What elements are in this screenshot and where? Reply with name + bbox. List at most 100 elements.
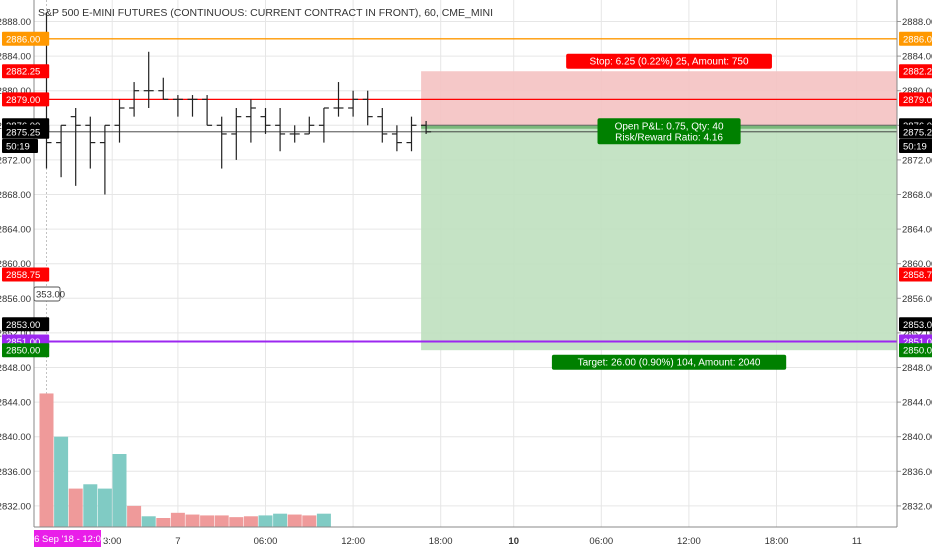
x-tick-label: 06:00	[254, 536, 278, 547]
price-series	[41, 12, 432, 195]
y-tick-label-right: 2872.00	[902, 155, 932, 166]
price-label-left: 2850.00	[2, 343, 50, 358]
price-label-right-bg	[899, 64, 932, 79]
y-tick-label-left: 2856.00	[0, 294, 31, 305]
price-label-left-text: 2879.00	[6, 95, 40, 106]
y-tick-label-right: 2856.00	[902, 294, 932, 305]
y-tick-label-left: 2852.00	[0, 328, 31, 339]
price-label-right: 50:19	[899, 139, 932, 154]
y-tick-label-left: 2884.00	[0, 52, 31, 63]
volume-bar	[200, 515, 215, 527]
ohlc-bar	[202, 95, 213, 126]
cursor-value-box: 353.00	[33, 286, 65, 302]
price-label-left-text: 2886.00	[6, 34, 40, 45]
price-label-right: 2853.00	[899, 317, 932, 332]
price-label-left-text: 2882.25	[6, 67, 40, 78]
price-label-right: 2875.25	[899, 124, 932, 139]
price-label-left-text: 2853.00	[6, 320, 40, 331]
price-label-right-bg	[899, 139, 932, 154]
ohlc-bar	[231, 108, 242, 160]
y-tick-label-right: 2836.00	[902, 467, 932, 478]
ohlc-bar	[187, 95, 198, 117]
ohlc-bar	[406, 116, 417, 152]
ohlc-bar	[70, 108, 81, 186]
ohlc-bar	[99, 124, 110, 195]
volume-bar	[258, 515, 273, 527]
price-label-right-bg	[899, 317, 932, 332]
ohlc-bar	[216, 116, 227, 169]
price-label-left-bg	[2, 343, 50, 358]
x-tick-label: 7	[175, 536, 180, 547]
y-tick-label-left: 2848.00	[0, 363, 31, 374]
price-label-right-bg	[899, 124, 932, 139]
x-tick-label: 3:00	[103, 536, 122, 547]
price-label-right-text: 2851.00	[903, 337, 932, 348]
price-label-right-text: 50:19	[903, 142, 927, 153]
price-label-left: 2882.25	[2, 64, 50, 79]
ohlc-bar	[275, 108, 286, 152]
x-tick-label: 10	[508, 536, 519, 547]
cursor-value-box-bg	[33, 286, 61, 302]
ohlc-bar	[391, 125, 402, 152]
price-label-right-bg	[899, 31, 932, 46]
price-label-right: 2886.00	[899, 31, 932, 46]
price-label-right: 2850.00	[899, 343, 932, 358]
price-label-left-text: 2851.00	[6, 337, 40, 348]
pnl-label-text: Open P&L: 0.75, Qty: 40	[615, 121, 724, 132]
target-label-bg	[551, 354, 787, 370]
volume-bar	[302, 515, 317, 527]
y-tick-label-right: 2884.00	[902, 52, 932, 63]
volume-bar	[127, 505, 142, 527]
x-tick-label: 06:00	[589, 536, 613, 547]
target-label-text: Target: 26.00 (0.90%) 104, Amount: 2040	[578, 358, 761, 369]
y-tick-label-left: 2840.00	[0, 432, 31, 443]
ohlc-bar	[421, 120, 432, 134]
price-label-right-text: 2875.25	[903, 127, 932, 138]
reward-zone	[421, 125, 897, 351]
ohlc-bar	[362, 90, 373, 126]
ohlc-bar	[377, 108, 388, 143]
price-label-right-bg	[899, 343, 932, 358]
price-label-right: 2858.75	[899, 267, 932, 282]
y-tick-label-right: 2888.00	[902, 17, 932, 28]
price-label-right-text: 2882.25	[903, 67, 932, 78]
price-label-left-text: 2858.75	[6, 270, 40, 281]
x-tick-label: 18:00	[429, 536, 453, 547]
price-label-left: 50:19	[2, 139, 38, 154]
ohlc-bar	[333, 82, 344, 117]
chart-title: S&P 500 E-MINI FUTURES (CONTINUOUS: CURR…	[38, 7, 493, 19]
y-tick-label-left: 2864.00	[0, 225, 31, 236]
x-tick-label: 12:00	[677, 536, 701, 547]
cursor-value-box-text: 353.00	[36, 289, 65, 300]
volume-bar	[185, 514, 200, 527]
y-tick-label-left: 2844.00	[0, 398, 31, 409]
price-label-right: 2882.25	[899, 64, 932, 79]
price-label-left: 2853.00	[2, 317, 50, 332]
y-tick-label-left: 2860.00	[0, 259, 31, 270]
position-tool[interactable]	[421, 71, 897, 351]
y-tick-label-left: 2836.00	[0, 467, 31, 478]
x-tick-label: 11	[852, 536, 862, 547]
ohlc-bar	[129, 82, 140, 117]
volume-bar	[243, 516, 258, 527]
ohlc-bar	[85, 116, 96, 169]
ohlc-bar	[158, 77, 169, 100]
price-label-left-bg	[2, 124, 50, 139]
price-label-left-bg	[2, 31, 50, 46]
volume-bar	[316, 513, 331, 527]
volume-bar	[156, 518, 171, 527]
labels: 2886.00 2886.00 2882.25 2882.25 2879.00 2879.…	[2, 31, 932, 547]
y-tick-label-left: 2888.00	[0, 17, 31, 28]
x-cursor-label-text: 06 Sep '18 - 12:00	[29, 534, 106, 545]
y-tick-label-left: 2872.00	[0, 155, 31, 166]
ohlc-bar	[348, 90, 359, 117]
volume-bar	[83, 484, 98, 527]
price-label-left-text: 2850.00	[6, 346, 40, 357]
y-tick-label-right: 2868.00	[902, 190, 932, 201]
target-label: Target: 26.00 (0.90%) 104, Amount: 2040	[551, 354, 787, 370]
horizontal-lines[interactable]	[34, 38, 897, 343]
ohlc-bar	[289, 125, 300, 143]
